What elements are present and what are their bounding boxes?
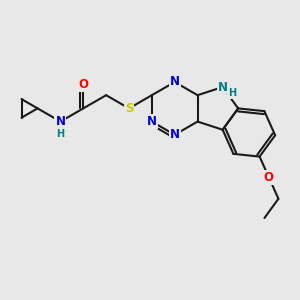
- Text: S: S: [125, 102, 133, 115]
- Text: N: N: [218, 80, 228, 94]
- Text: H: H: [56, 129, 64, 139]
- Text: H: H: [228, 88, 236, 98]
- Text: N: N: [56, 115, 65, 128]
- Text: O: O: [264, 171, 274, 184]
- Text: N: N: [147, 115, 157, 128]
- Text: N: N: [170, 76, 180, 88]
- Text: O: O: [78, 78, 88, 91]
- Text: N: N: [170, 128, 180, 141]
